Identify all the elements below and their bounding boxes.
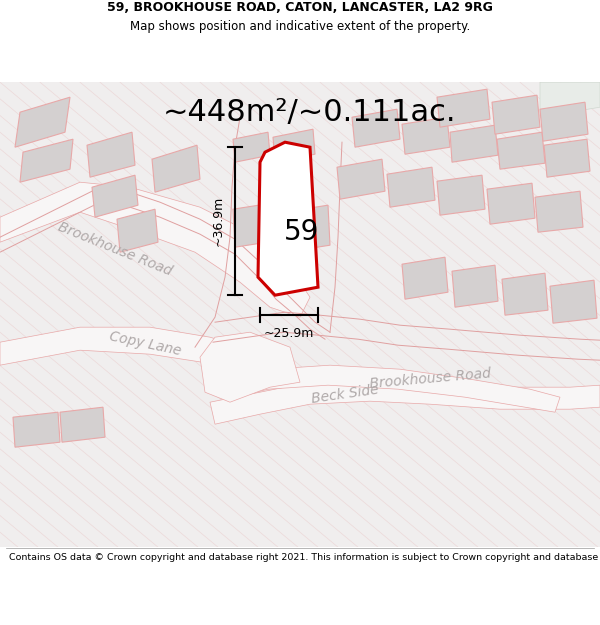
Text: ~25.9m: ~25.9m xyxy=(264,328,314,340)
Polygon shape xyxy=(535,191,583,232)
Polygon shape xyxy=(20,139,73,182)
Polygon shape xyxy=(92,175,138,217)
Polygon shape xyxy=(387,167,435,208)
Text: Brookhouse Road: Brookhouse Road xyxy=(56,220,174,279)
Text: 59, BROOKHOUSE ROAD, CATON, LANCASTER, LA2 9RG: 59, BROOKHOUSE ROAD, CATON, LANCASTER, L… xyxy=(107,1,493,14)
Polygon shape xyxy=(452,265,498,307)
Polygon shape xyxy=(0,82,600,548)
Polygon shape xyxy=(13,412,60,447)
Polygon shape xyxy=(228,365,560,413)
Polygon shape xyxy=(0,182,310,317)
Polygon shape xyxy=(544,139,590,177)
Polygon shape xyxy=(233,132,270,162)
Polygon shape xyxy=(258,142,318,295)
Polygon shape xyxy=(210,379,600,424)
Polygon shape xyxy=(437,175,485,215)
Polygon shape xyxy=(152,145,200,192)
Text: Map shows position and indicative extent of the property.: Map shows position and indicative extent… xyxy=(130,20,470,33)
Polygon shape xyxy=(540,102,588,141)
Polygon shape xyxy=(200,332,300,402)
Polygon shape xyxy=(15,97,70,147)
Polygon shape xyxy=(540,82,600,118)
Polygon shape xyxy=(492,95,540,134)
Text: Beck Side: Beck Side xyxy=(310,382,380,406)
Text: ~36.9m: ~36.9m xyxy=(212,196,225,246)
Polygon shape xyxy=(402,258,448,299)
Polygon shape xyxy=(273,129,315,162)
Polygon shape xyxy=(352,109,400,147)
Polygon shape xyxy=(283,205,330,252)
Polygon shape xyxy=(60,408,105,442)
Polygon shape xyxy=(337,159,385,199)
Polygon shape xyxy=(502,273,548,315)
Text: 59: 59 xyxy=(284,218,320,246)
Text: Copy Lane: Copy Lane xyxy=(108,330,182,359)
Polygon shape xyxy=(550,280,597,323)
Polygon shape xyxy=(0,328,280,382)
Polygon shape xyxy=(402,118,450,154)
Polygon shape xyxy=(497,132,545,169)
Polygon shape xyxy=(437,89,490,127)
Text: Contains OS data © Crown copyright and database right 2021. This information is : Contains OS data © Crown copyright and d… xyxy=(9,553,600,562)
Polygon shape xyxy=(233,202,280,247)
Text: Brookhouse Road: Brookhouse Road xyxy=(369,367,491,391)
Polygon shape xyxy=(117,209,158,252)
Polygon shape xyxy=(87,132,135,178)
Text: ~448m²/~0.111ac.: ~448m²/~0.111ac. xyxy=(163,98,457,127)
Polygon shape xyxy=(450,125,498,162)
Polygon shape xyxy=(487,183,535,224)
